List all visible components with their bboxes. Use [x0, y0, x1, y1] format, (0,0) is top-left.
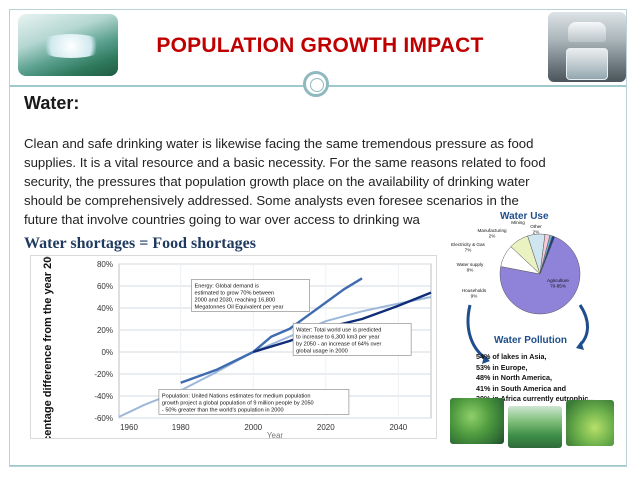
water-use-title: Water Use — [500, 211, 549, 222]
algae-photo — [450, 398, 504, 444]
y-axis-label: Percentage difference from the year 2000 — [42, 256, 54, 438]
pollution-line: 41% in South America and — [476, 383, 566, 393]
faucet-shape — [568, 22, 606, 42]
emphasis-line: Water shortages = Food shortages — [24, 235, 256, 252]
x-axis-label: Year — [267, 431, 284, 438]
growth-chart: 80% 60% 40% 20% 0% -20% -40% -60% 1960 1980 2000 2… — [30, 244, 437, 460]
algae-photos — [440, 398, 620, 448]
body-line: should be comprehensively addressed. Som… — [24, 193, 519, 208]
pollution-line: 30% in Africa currently eutrophic... — [476, 394, 595, 403]
annotation-population: Population: United Nations estimates for… — [158, 389, 350, 415]
body-line: supplies. It is a vital resource and a b… — [24, 155, 546, 170]
water-pollution-list: 54% of lakes in Asia, 53% in Europe, 48%… — [476, 352, 616, 405]
pie-value: 2% — [533, 230, 540, 235]
splash-highlight — [36, 34, 106, 58]
series-line — [180, 277, 363, 384]
y-axis-label-text: Percentage difference from the year 2000 — [42, 256, 54, 438]
annotation-line: to increase to 6,300 km3 per year — [296, 334, 379, 340]
y-tick-label: 80% — [97, 260, 113, 269]
annotation-line: Water: Total world use is predicted — [296, 327, 381, 333]
annotation-line: Megatonnes Oil Equivalent per year — [195, 304, 284, 310]
x-tick-label: 1980 — [172, 423, 190, 432]
body-line: Clean and safe drinking water is likewis… — [24, 136, 534, 151]
growth-chart-svg: 80% 60% 40% 20% 0% -20% -40% -60% 1960 1980 2000 2… — [42, 244, 432, 460]
algae-photo — [566, 400, 614, 446]
glass-shape — [566, 48, 608, 80]
y-tick-labels: 80% 60% 40% 20% 0% -20% -40% -60% — [94, 260, 113, 423]
y-tick-label: 20% — [97, 326, 113, 335]
cycle-arrow-icon — [482, 356, 490, 364]
x-tick-label: 1960 — [120, 423, 138, 432]
faucet-glass-icon — [548, 12, 626, 82]
x-tick-label: 2000 — [244, 423, 262, 432]
y-tick-label: 40% — [97, 304, 113, 313]
annotation-line: 2000 and 2030, reaching 16,800 — [195, 297, 276, 303]
pollution-line: 54% of lakes in Asia, — [476, 352, 547, 361]
pie-slice — [499, 236, 581, 315]
x-tick-label: 2020 — [317, 423, 335, 432]
annotation-box — [158, 389, 350, 415]
body-paragraph: Clean and safe drinking water is likewis… — [24, 134, 614, 229]
pie-slice — [539, 235, 556, 275]
pollution-line: 48% in North America, — [476, 373, 553, 382]
pollution-line: 53% in Europe, — [476, 362, 528, 372]
y-tick-label: 60% — [97, 282, 113, 291]
y-tick-label: -20% — [94, 370, 113, 379]
water-use-pie — [499, 233, 581, 315]
pie-label: Households — [462, 288, 487, 293]
pie-value: 2% — [489, 234, 496, 239]
annotation-line: - 50% greater than the world's populatio… — [162, 407, 284, 413]
x-tick-label: 2040 — [389, 423, 407, 432]
annotation-box — [191, 279, 310, 312]
subheading: Water: — [24, 93, 80, 113]
bottom-rule — [10, 465, 626, 466]
pie-label: Water supply — [457, 262, 484, 267]
pie-label: Other — [530, 224, 542, 229]
annotation-line: growth project a global population of 9 … — [162, 400, 314, 406]
y-tick-label: 0% — [101, 348, 113, 357]
water-pollution-title: Water Pollution — [494, 335, 567, 346]
y-tick-label: -60% — [94, 414, 113, 423]
pie-value: 9% — [471, 294, 478, 299]
annotation-line: global usage in 2000 — [296, 348, 348, 354]
body-line: security, the pressures that population … — [24, 174, 530, 189]
body-line: future that involve countries going to w… — [24, 212, 420, 227]
pie-label: Manufacturing — [477, 228, 507, 233]
y-tick-label: -40% — [94, 392, 113, 401]
circle-ornament-icon — [303, 71, 329, 97]
slide-title: POPULATION GROWTH IMPACT — [156, 34, 484, 57]
cycle-arrow-icon — [578, 304, 589, 347]
cycle-arrow-icon — [576, 341, 584, 350]
x-tick-labels: 1960 1980 2000 2020 2040 Year — [120, 423, 408, 440]
water-splash-icon — [18, 14, 118, 76]
annotation-line: Energy: Global demand is — [195, 283, 260, 289]
algae-photo — [508, 406, 562, 448]
pie-value: 70-85% — [550, 284, 566, 289]
annotation-line: Population: United Nations estimates for… — [162, 393, 311, 399]
annotation-line: by 2050 - an increase of 64% over — [296, 341, 381, 347]
annotation-line: estimated to grow 70% between — [195, 290, 275, 296]
pie-label: Mining — [511, 220, 525, 225]
annotation-box — [292, 323, 412, 356]
pie-value: 7% — [465, 248, 472, 253]
pie-label: Electricity & Gas — [451, 242, 485, 247]
pie-label: Agriculture — [547, 278, 569, 283]
pie-value: 8% — [467, 268, 474, 273]
